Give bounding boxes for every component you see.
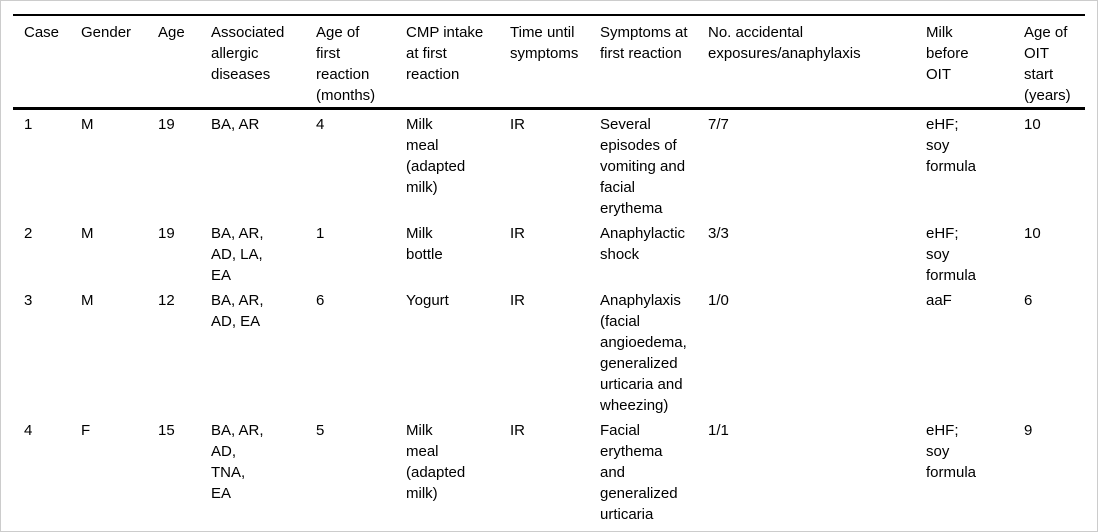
cell-cmp-intake: Milk meal (adapted milk)	[406, 422, 466, 502]
cell-age-first-reaction: 6	[316, 292, 325, 309]
cell-cmp-intake: Milk bottle	[406, 225, 443, 263]
cell-age-first-reaction: 5	[316, 422, 325, 439]
cell-milk-before-oit: eHF; soy formula	[926, 225, 977, 284]
cell-cmp-intake: Milk meal (adapted milk)	[406, 116, 466, 196]
cell-age: 19	[158, 225, 175, 242]
cell-age-oit-start: 10	[1024, 116, 1041, 133]
cell-allergic-diseases: BA, AR, AD, EA	[211, 292, 264, 330]
case-table-container: Case Gender Age Associated allergic dise…	[13, 14, 1085, 532]
col-header-symptoms-first-reaction: Symptoms at first reaction	[600, 15, 708, 110]
cell-symptoms: Anaphylactic shock	[600, 225, 686, 263]
col-header-case: Case	[13, 15, 81, 110]
table-header: Case Gender Age Associated allergic dise…	[13, 15, 1085, 110]
cell-allergic-diseases: BA, AR, AD, TNA, EA	[211, 422, 264, 502]
cases-table: Case Gender Age Associated allergic dise…	[13, 14, 1085, 532]
cell-case: 2	[24, 225, 33, 242]
cell-case: 3	[24, 292, 33, 309]
cell-age-first-reaction: 1	[316, 225, 325, 242]
table-row: 3 M 12 BA, AR, AD, EA 6 Yogurt IR Anaphy…	[13, 286, 1085, 416]
table-row: 1 M 19 BA, AR 4 Milk meal (adapted milk)…	[13, 109, 1085, 220]
cell-gender: M	[81, 225, 94, 242]
cell-time-until-symptoms: IR	[510, 292, 525, 309]
cell-milk-before-oit: eHF; soy formula	[926, 422, 977, 481]
col-header-age-oit-start: Age of OIT start (years)	[1024, 15, 1085, 110]
col-header-gender: Gender	[81, 15, 158, 110]
cell-age: 19	[158, 116, 175, 133]
col-header-age: Age	[158, 15, 211, 110]
cell-age-first-reaction: 4	[316, 116, 325, 133]
cell-symptoms: Facial erythema and generalized urticari…	[600, 422, 678, 523]
col-header-milk-before-oit: Milk before OIT	[926, 15, 1024, 110]
cell-time-until-symptoms: IR	[510, 422, 525, 439]
table-body: 1 M 19 BA, AR 4 Milk meal (adapted milk)…	[13, 109, 1085, 532]
table-row: 2 M 19 BA, AR, AD, LA, EA 1 Milk bottle …	[13, 219, 1085, 286]
cell-gender: M	[81, 116, 94, 133]
cell-time-until-symptoms: IR	[510, 225, 525, 242]
cell-exposures: 3/3	[708, 225, 729, 242]
cell-age-oit-start: 10	[1024, 225, 1041, 242]
cell-gender: F	[81, 422, 91, 439]
col-header-associated-allergic-diseases: Associated allergic diseases	[211, 15, 316, 110]
cell-allergic-diseases: BA, AR	[211, 116, 260, 133]
cell-gender: M	[81, 292, 94, 309]
header-row: Case Gender Age Associated allergic dise…	[13, 15, 1085, 110]
cell-cmp-intake: Yogurt	[406, 292, 449, 309]
cell-symptoms: Anaphylaxis (facial angioedema, generali…	[600, 292, 687, 414]
cell-age: 12	[158, 292, 175, 309]
cell-age: 15	[158, 422, 175, 439]
cell-age-oit-start: 6	[1024, 292, 1033, 309]
col-header-time-until-symptoms: Time until symptoms	[510, 15, 600, 110]
cell-exposures: 1/0	[708, 292, 729, 309]
cell-milk-before-oit: aaF	[926, 292, 952, 309]
cell-time-until-symptoms: IR	[510, 116, 525, 133]
cell-symptoms: Several episodes of vomiting and facial …	[600, 116, 686, 217]
col-header-accidental-exposures: No. accidental exposures/anaphylaxis	[708, 15, 926, 110]
cell-exposures: 1/1	[708, 422, 729, 439]
cell-exposures: 7/7	[708, 116, 729, 133]
col-header-age-first-reaction: Age of first reaction (months)	[316, 15, 406, 110]
cell-allergic-diseases: BA, AR, AD, LA, EA	[211, 225, 264, 284]
cell-age-oit-start: 9	[1024, 422, 1033, 439]
cell-case: 1	[24, 116, 33, 133]
col-header-cmp-intake: CMP intake at first reaction	[406, 15, 510, 110]
cell-case: 4	[24, 422, 33, 439]
cell-milk-before-oit: eHF; soy formula	[926, 116, 977, 175]
table-row: 4 F 15 BA, AR, AD, TNA, EA 5 Milk meal (…	[13, 416, 1085, 531]
